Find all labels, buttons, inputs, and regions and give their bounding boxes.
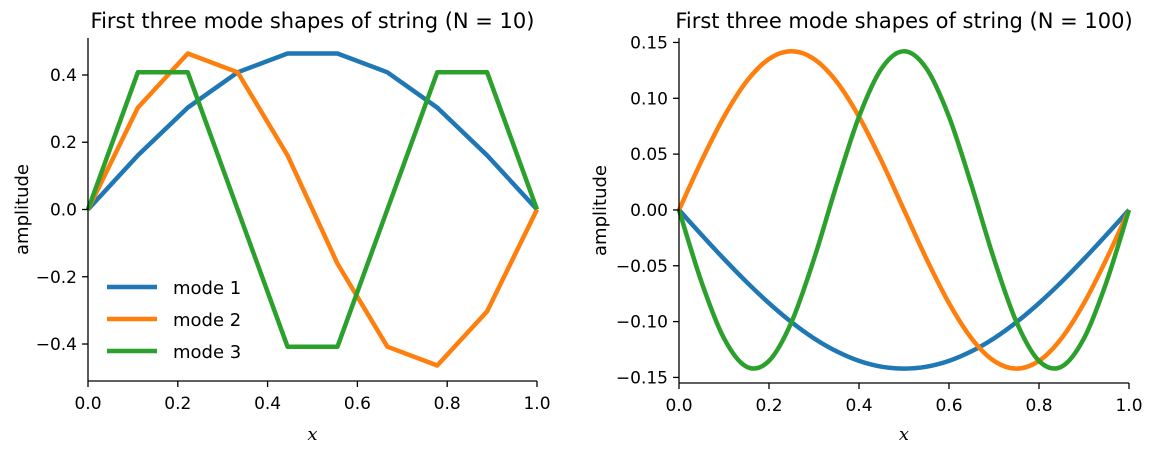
y-tick-label: 0.05: [630, 145, 668, 165]
series-line-mode-1: [86, 51, 539, 212]
chart-1: First three mode shapes of string (N = 1…: [12, 9, 551, 445]
chart-title: First three mode shapes of string (N = 1…: [91, 9, 535, 33]
y-tick-label: −0.2: [36, 268, 77, 288]
series-line-mode-2: [85, 51, 540, 368]
y-tick-label: 0.15: [630, 33, 668, 53]
legend-label: mode 2: [173, 310, 241, 331]
y-tick-label: −0.15: [616, 368, 668, 388]
y-tick-label: −0.05: [616, 257, 668, 277]
x-tick-label: 0.8: [434, 394, 461, 414]
y-tick-label: −0.4: [36, 335, 77, 355]
y-axis-label: amplitude: [12, 164, 33, 255]
y-tick-label: 0.10: [630, 89, 668, 109]
x-tick-label: 1.0: [523, 394, 550, 414]
y-tick-label: 0.4: [50, 66, 77, 86]
x-tick-label: 1.0: [1115, 396, 1142, 416]
series-line-mode-3: [676, 49, 1132, 371]
series-line-mode-2: [676, 49, 1132, 371]
x-axis-label: x: [899, 424, 909, 445]
y-tick-label: 0.2: [50, 133, 77, 153]
x-tick-label: 0.2: [164, 394, 191, 414]
x-axis-label: x: [307, 424, 317, 445]
legend-label: mode 1: [173, 278, 241, 299]
x-tick-label: 0.0: [665, 396, 692, 416]
x-tick-label: 0.2: [755, 396, 782, 416]
x-tick-label: 0.8: [1025, 396, 1052, 416]
y-tick-label: 0.00: [630, 201, 668, 221]
chart-title: First three mode shapes of string (N = 1…: [675, 9, 1132, 33]
x-tick-label: 0.6: [935, 396, 962, 416]
x-tick-label: 0.4: [254, 394, 281, 414]
series-line-mode-3: [85, 70, 540, 349]
x-tick-label: 0.0: [74, 394, 101, 414]
series-line-mode-1: [677, 208, 1131, 371]
legend-label: mode 3: [173, 342, 241, 363]
y-tick-label: −0.10: [616, 313, 668, 333]
y-tick-label: 0.0: [50, 201, 77, 221]
x-tick-label: 0.6: [344, 394, 371, 414]
x-tick-label: 0.4: [845, 396, 872, 416]
y-axis-label: amplitude: [590, 165, 611, 256]
chart-2: First three mode shapes of string (N = 1…: [590, 9, 1143, 445]
legend: mode 1 mode 2 mode 3: [107, 278, 241, 363]
